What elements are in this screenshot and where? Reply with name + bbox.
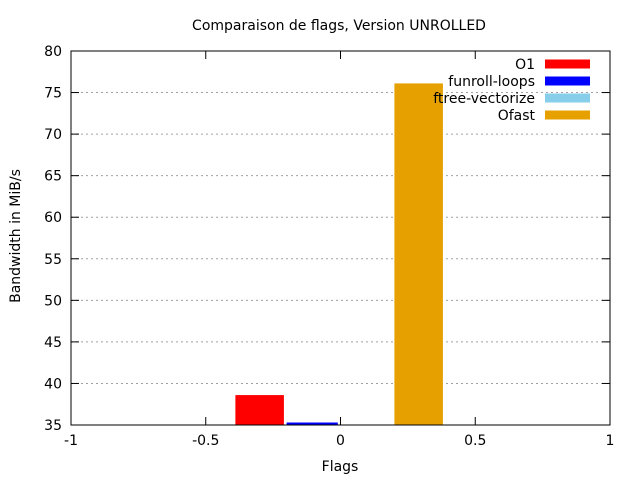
y-tick-label: 70	[44, 127, 62, 143]
x-tick-label: -1	[64, 433, 78, 449]
legend-label: ftree-vectorize	[433, 91, 535, 107]
axis-ticks	[70, 50, 611, 426]
y-tick-label: 55	[44, 252, 62, 268]
x-axis-label: Flags	[322, 459, 359, 475]
legend-swatch	[545, 59, 590, 69]
x-tick-label: 0.5	[464, 433, 486, 449]
legend-swatch	[545, 110, 590, 120]
bar-funroll-loops	[286, 422, 338, 425]
y-tick-label: 80	[44, 44, 62, 60]
y-axis-label: Bandwidth in MiB/s	[8, 169, 24, 303]
y-tick-labels: 35 40 45 50 55 60 65 70 75 80	[44, 44, 62, 434]
legend-swatch	[545, 93, 590, 103]
legend-label: Ofast	[498, 108, 536, 124]
y-tick-label: 60	[44, 210, 62, 226]
bar-O1	[235, 395, 284, 425]
x-tick-labels: -1 -0.5 0 0.5 1	[64, 433, 614, 449]
bars	[235, 83, 443, 425]
x-tick-label: 1	[606, 433, 615, 449]
y-tick-label: 35	[44, 418, 62, 434]
y-tick-label: 40	[44, 376, 62, 392]
x-tick-label: -0.5	[192, 433, 219, 449]
legend-label: funroll-loops	[448, 74, 535, 90]
x-tick-label: 0	[336, 433, 345, 449]
bar-Ofast	[394, 83, 443, 425]
y-tick-label: 65	[44, 169, 62, 185]
chart-title: Comparaison de flags, Version UNROLLED	[192, 18, 486, 34]
y-tick-label: 45	[44, 335, 62, 351]
y-tick-label: 75	[44, 86, 62, 102]
gridlines	[71, 92, 610, 384]
legend-label: O1	[515, 57, 535, 73]
y-tick-label: 50	[44, 293, 62, 309]
legend-swatch	[545, 76, 590, 86]
